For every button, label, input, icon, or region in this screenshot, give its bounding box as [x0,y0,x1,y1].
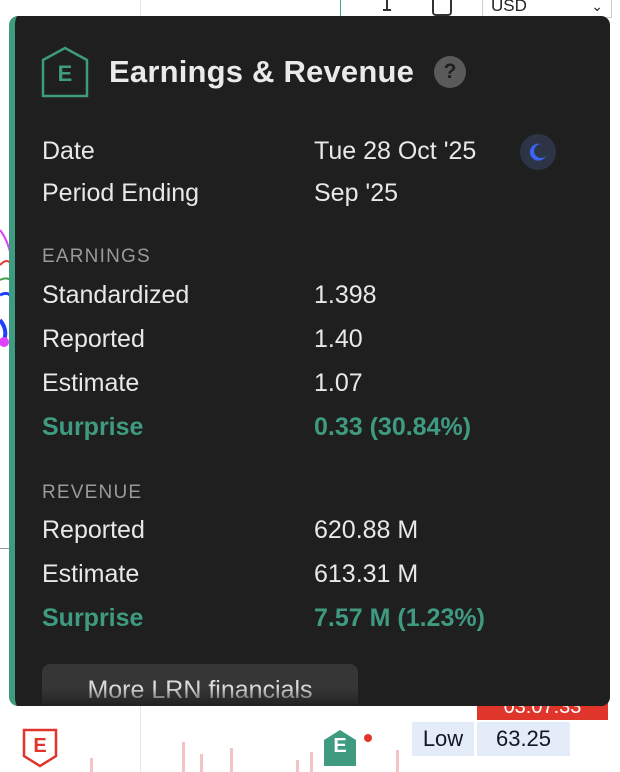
date-value: Tue 28 Oct '25 [314,137,477,165]
row-label: Surprise [42,604,144,632]
earnings-flag-letter: E [33,735,47,757]
row-value: 1.40 [314,325,363,353]
revenue-reported-row: Reported 620.88 M [42,513,602,547]
period-value: Sep '25 [314,179,399,207]
row-value: 613.31 M [314,560,419,588]
volume-bar [90,758,93,772]
row-label: Reported [42,325,145,353]
row-label: Surprise [42,413,144,441]
revenue-surprise-row: Surprise 7.57 M (1.23%) [42,601,602,635]
popup-header: E Earnings & Revenue ? [41,46,601,98]
earnings-popup: E Earnings & Revenue ? Date Tue 28 Oct '… [9,16,610,706]
toolbar-camera-icon[interactable] [432,0,452,16]
date-row: Date Tue 28 Oct '25 [42,134,602,170]
row-value: 1.398 [314,281,377,309]
earnings-flag-letter: E [333,735,347,757]
volume-bar [182,742,185,772]
row-value: 0.33 (30.84%) [314,413,472,441]
question-circle-icon[interactable]: ? [434,56,467,88]
earnings-e-badge-icon: E [41,46,89,98]
revenue-section-title: REVENUE [42,482,143,503]
volume-bar [230,748,233,772]
grid-line [0,548,12,549]
period-row: Period Ending Sep '25 [42,176,602,210]
earnings-standardized-row: Standardized 1.398 [42,278,602,312]
volume-bar [200,754,203,772]
currency-label: USD [491,0,527,15]
period-label: Period Ending [42,179,200,207]
earnings-surprise-row: Surprise 0.33 (30.84%) [42,410,602,444]
earnings-flag-active-icon[interactable]: E [322,728,358,766]
row-value: 620.88 M [314,516,419,544]
toolbar-tool-icon[interactable] [380,0,394,16]
revenue-estimate-row: Estimate 613.31 M [42,557,602,591]
row-value: 1.07 [314,369,363,397]
row-label: Reported [42,516,145,544]
volume-bar [396,750,399,772]
earnings-reported-row: Reported 1.40 [42,322,602,356]
earnings-section-title: EARNINGS [42,246,151,267]
notification-dot [362,732,374,744]
more-financials-button[interactable]: More LRN financials [42,664,358,706]
row-label: Estimate [42,369,140,397]
volume-bar [296,760,299,772]
earnings-estimate-row: Estimate 1.07 [42,366,602,400]
row-value: 7.57 M (1.23%) [314,604,485,632]
grid-line [340,0,341,20]
low-label: Low [412,722,474,756]
row-label: Standardized [42,281,190,309]
moon-icon [520,134,556,170]
popup-title: Earnings & Revenue [109,54,415,89]
row-label: Estimate [42,560,140,588]
chart-indicator-lines [0,229,12,347]
earnings-flag-icon[interactable]: E [22,728,58,768]
volume-bar [310,752,313,772]
chevron-down-icon: ⌄ [591,0,603,14]
date-label: Date [42,137,95,165]
badge-letter: E [57,61,73,86]
low-value: 63.25 [477,722,570,756]
